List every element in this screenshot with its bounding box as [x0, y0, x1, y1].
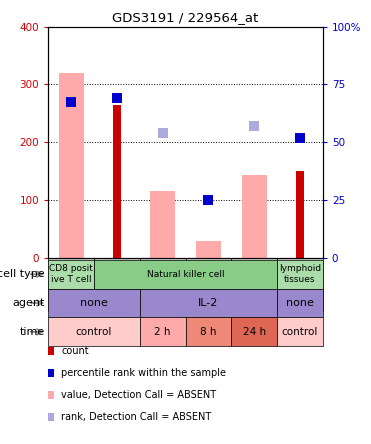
Point — [251, 123, 257, 130]
Text: 8 h: 8 h — [200, 327, 217, 337]
Text: none: none — [80, 298, 108, 308]
Bar — [150, 191, 175, 258]
Bar — [242, 175, 267, 258]
Text: Natural killer cell: Natural killer cell — [147, 270, 224, 279]
Bar — [59, 73, 84, 258]
Text: 2 h: 2 h — [154, 327, 171, 337]
Text: IL-2: IL-2 — [198, 298, 219, 308]
Text: value, Detection Call = ABSENT: value, Detection Call = ABSENT — [61, 390, 216, 400]
Text: count: count — [61, 346, 89, 356]
Text: control: control — [282, 327, 318, 337]
Text: cell type: cell type — [0, 269, 45, 279]
Text: lymphoid
tissues: lymphoid tissues — [279, 265, 321, 284]
Text: 24 h: 24 h — [243, 327, 266, 337]
Bar — [196, 242, 221, 258]
Point — [160, 130, 165, 137]
Text: control: control — [76, 327, 112, 337]
Point — [297, 135, 303, 142]
Point — [206, 196, 211, 203]
Text: none: none — [286, 298, 314, 308]
Bar — [113, 105, 121, 258]
Text: agent: agent — [12, 298, 45, 308]
Text: percentile rank within the sample: percentile rank within the sample — [61, 368, 226, 378]
Point — [114, 94, 120, 101]
Point — [206, 196, 211, 203]
Bar — [296, 171, 304, 258]
Text: rank, Detection Call = ABSENT: rank, Detection Call = ABSENT — [61, 412, 211, 422]
Text: CD8 posit
ive T cell: CD8 posit ive T cell — [49, 265, 93, 284]
Title: GDS3191 / 229564_at: GDS3191 / 229564_at — [112, 11, 259, 24]
Text: time: time — [19, 327, 45, 337]
Point — [68, 98, 74, 105]
